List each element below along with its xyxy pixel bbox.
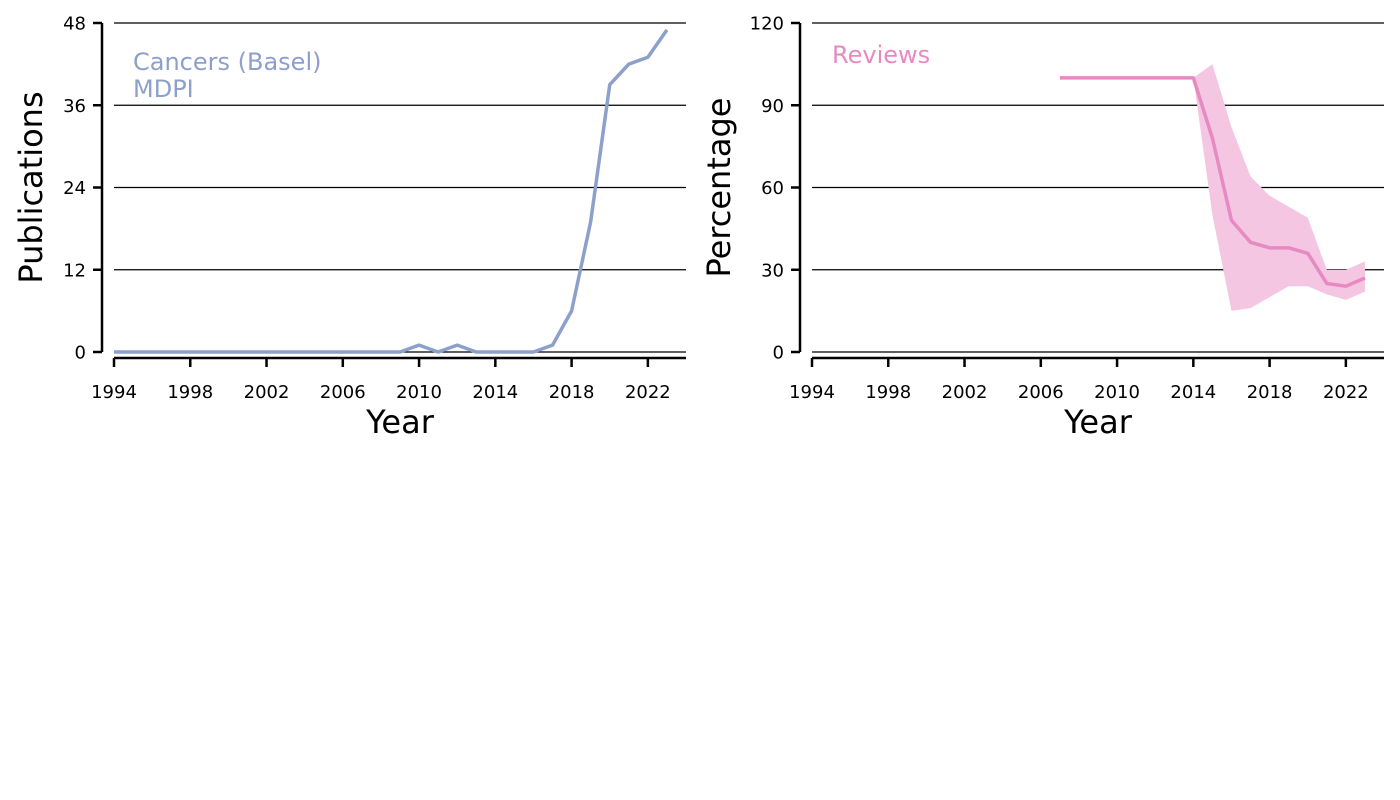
percentage-x-ticks: 1994 1998 2002 2006 2010 2014 2018 2022 [789,358,1369,403]
percentage-y-axis-title: Percentage [700,97,738,277]
publications-y-ticks: 0 12 24 36 48 [63,14,102,364]
y-tick-label-36: 36 [63,96,86,117]
y-tick-label-24: 24 [63,178,86,199]
x-tick-label-2022: 2022 [625,382,671,403]
y-tick-label-48: 48 [63,14,86,35]
y-tick-label-12: 12 [63,260,86,281]
y-tick-label-120: 120 [750,14,784,35]
percentage-y-ticks: 0 30 60 90 120 [750,14,800,364]
publications-annotations: Cancers (Basel)MDPI [133,48,321,103]
x-tick-label-2014: 2014 [1170,382,1216,403]
x-tick-label-2018: 2018 [549,382,595,403]
x-tick-label-2014: 2014 [472,382,518,403]
publications-x-ticks: 1994 1998 2002 2006 2010 2014 2018 2022 [91,358,671,403]
y-tick-label-30: 30 [761,260,784,281]
annotation-label: MDPI [133,75,194,103]
publications-gridlines [114,22,686,353]
x-tick-label-2018: 2018 [1247,382,1293,403]
publications-y-axis-title: Publications [12,91,50,283]
x-tick-label-2006: 2006 [1018,382,1064,403]
x-tick-label-2010: 2010 [396,382,442,403]
annotation-label: Cancers (Basel) [133,48,321,76]
x-tick-label-1994: 1994 [91,382,137,403]
x-tick-label-1994: 1994 [789,382,835,403]
y-tick-label-0: 0 [75,343,86,364]
x-tick-label-2022: 2022 [1323,382,1369,403]
percentage-confidence-band [1193,64,1365,311]
publications-chart-panel: 0 12 24 36 48 1994 1998 2002 2006 2010 2014 2018 20… [12,14,686,441]
percentage-x-axis-title: Year [1063,403,1133,441]
x-tick-label-2002: 2002 [244,382,290,403]
percentage-line [1059,76,1366,288]
percentage-gridlines [812,22,1384,353]
y-tick-label-90: 90 [761,96,784,117]
percentage-annotations: Reviews [832,41,930,69]
x-tick-label-2002: 2002 [942,382,988,403]
x-tick-label-1998: 1998 [167,382,213,403]
y-tick-label-0: 0 [773,343,784,364]
x-tick-label-1998: 1998 [865,382,911,403]
publications-line [114,28,669,354]
x-tick-label-2006: 2006 [320,382,366,403]
y-tick-label-60: 60 [761,178,784,199]
publications-x-axis-title: Year [365,403,435,441]
x-tick-label-2010: 2010 [1094,382,1140,403]
annotation-label: Reviews [832,41,930,69]
percentage-chart-panel: 0 30 60 90 120 1994 1998 2002 2006 2010 2014 2018 2… [700,14,1384,441]
